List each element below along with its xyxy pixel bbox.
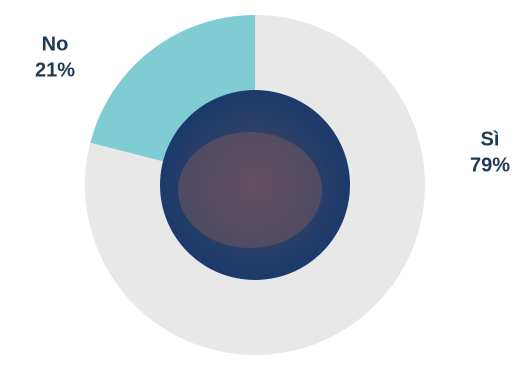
slice-value-label: 21% — [35, 59, 75, 81]
slice-category-label: Sì — [481, 128, 500, 150]
slice-value-label: 79% — [470, 154, 510, 176]
slice-category-label: No — [42, 33, 69, 55]
center-image-detail — [178, 132, 322, 248]
